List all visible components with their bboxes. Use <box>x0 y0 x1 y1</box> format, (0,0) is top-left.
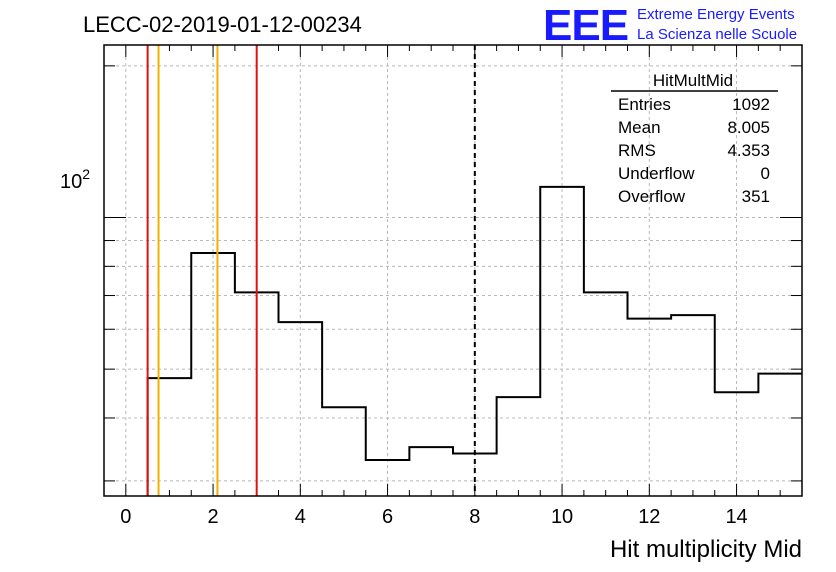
x-tick-label: 0 <box>120 506 131 528</box>
histogram-series <box>146 185 802 496</box>
stats-label: Overflow <box>618 187 686 206</box>
y-tick-base: 10 <box>60 171 82 193</box>
x-tick-label: 6 <box>382 506 393 528</box>
histogram-outline <box>146 185 802 496</box>
y-tick-label: 102 <box>60 166 90 193</box>
org-name-line1: Extreme Energy Events <box>637 6 795 23</box>
stats-value: 4.353 <box>727 141 770 160</box>
stats-label: RMS <box>618 141 656 160</box>
stats-label: Entries <box>618 95 671 114</box>
x-tick-label: 2 <box>208 506 219 528</box>
eee-logo: EEE <box>543 1 628 50</box>
axis-ticks <box>103 45 803 496</box>
x-tick-label: 12 <box>638 506 660 528</box>
stats-rows: Entries 1092 Mean 8.005 RMS 4.353 Underflow 0 Ov… <box>618 95 770 206</box>
cut-lines <box>146 45 476 496</box>
x-tick-label: 14 <box>725 506 747 528</box>
stats-label: Underflow <box>618 164 695 183</box>
x-tick-label: 8 <box>469 506 480 528</box>
org-name-line2: La Scienza nelle Scuole <box>637 26 797 43</box>
stats-box: HitMultMid Entries 1092 Mean 8.005 RMS 4.353 U… <box>611 71 778 206</box>
y-tick-exponent: 2 <box>82 166 90 182</box>
plot-frame <box>103 44 803 497</box>
stats-value: 0 <box>761 164 770 183</box>
x-tick-labels: 0 2 4 6 8 10 12 14 <box>120 506 747 528</box>
x-tick-label: 10 <box>551 506 573 528</box>
stats-value: 351 <box>742 187 770 206</box>
stats-value: 8.005 <box>727 118 770 137</box>
grid <box>104 45 802 496</box>
stats-value: 1092 <box>732 95 770 114</box>
run-title: LECC-02-2019-01-12-00234 <box>83 12 362 37</box>
stats-label: Mean <box>618 118 661 137</box>
x-axis-label: Hit multiplicity Mid <box>610 536 802 563</box>
x-tick-label: 4 <box>295 506 306 528</box>
stats-title: HitMultMid <box>653 71 733 90</box>
